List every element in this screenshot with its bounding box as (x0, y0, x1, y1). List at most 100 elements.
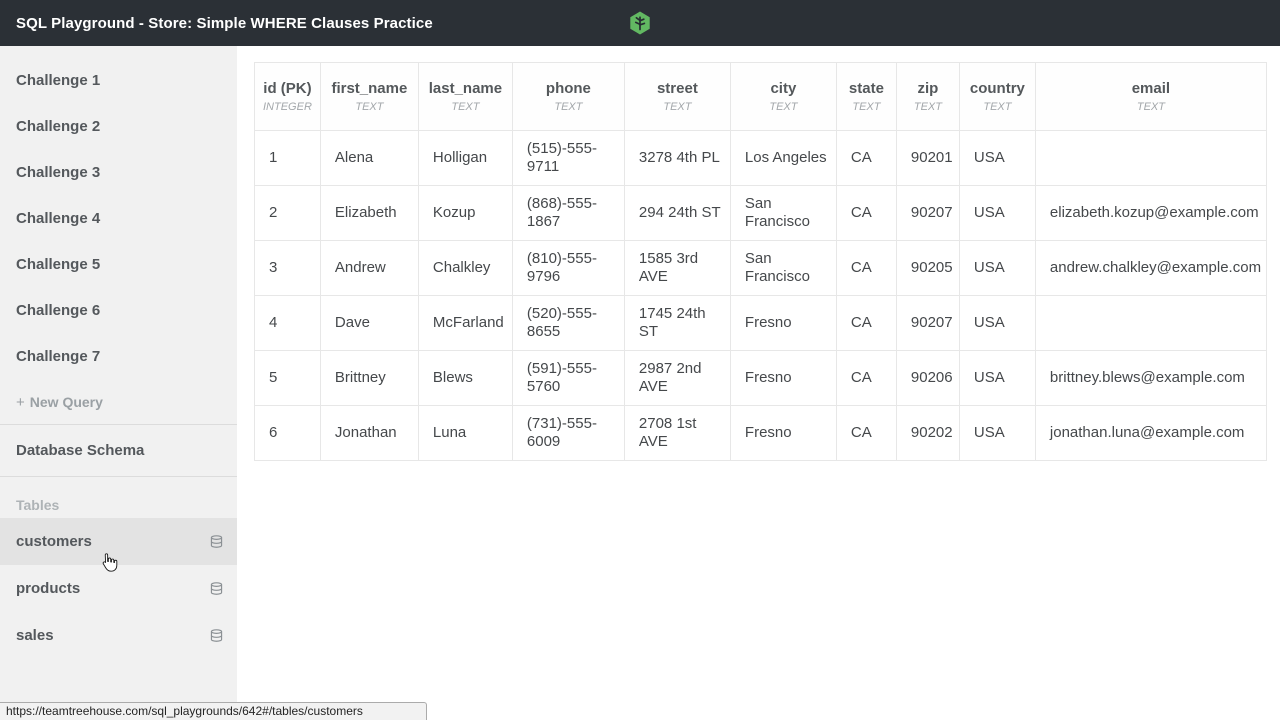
sidebar-item-challenge-4[interactable]: Challenge 4 (16, 210, 101, 227)
sidebar-item-table-customers[interactable]: customers (0, 518, 237, 565)
column-type: TEXT (663, 101, 692, 114)
table-cell: andrew.chalkley@example.com (1034, 240, 1267, 296)
table-cell: 5 (254, 350, 321, 406)
table-cell: USA (958, 405, 1036, 461)
table-cell: USA (958, 185, 1036, 241)
column-header-street: street TEXT (623, 62, 731, 131)
table-header-row: id (PK) INTEGER first_name TEXT last_name TEX… (254, 62, 1267, 131)
table-cell: 2 (254, 185, 321, 241)
table-cell: McFarland (417, 295, 513, 351)
status-bar-url: https://teamtreehouse.com/sql_playground… (0, 702, 427, 720)
database-schema-heading: Database Schema (16, 442, 145, 459)
column-name: id (PK) (263, 79, 312, 97)
sidebar-item-table-products[interactable]: products (0, 565, 237, 612)
table-cell: Fresno (729, 350, 837, 406)
column-name: phone (545, 79, 591, 97)
column-name: last_name (428, 79, 503, 97)
table-cell: 90205 (895, 240, 960, 296)
sidebar-item-challenge-1[interactable]: Challenge 1 (16, 72, 101, 89)
table-cell: CA (835, 405, 897, 461)
sidebar: Challenge 1 Challenge 2 Challenge 3 Challen… (0, 46, 237, 720)
table-row: 5 Brittney Blews (591)-555-5760 2987 2nd AVE… (254, 350, 1267, 406)
table-row: 3 Andrew Chalkley (810)-555-9796 1585 3rd AV… (254, 240, 1267, 296)
table-row: 6 Jonathan Luna (731)-555-6009 2708 1st AVE F… (254, 405, 1267, 461)
column-name: state (848, 79, 884, 97)
sidebar-item-challenge-2[interactable]: Challenge 2 (16, 118, 101, 135)
new-query-button[interactable]: + New Query (0, 380, 237, 424)
table-cell (1034, 295, 1267, 351)
column-header-phone: phone TEXT (511, 62, 625, 131)
table-cell: USA (958, 130, 1036, 186)
column-type: TEXT (451, 101, 480, 114)
treehouse-logo-icon (629, 11, 651, 35)
table-cell: San Francisco (729, 240, 837, 296)
table-cell: 1 (254, 130, 321, 186)
table-cell: Los Angeles (729, 130, 837, 186)
table-cell: Alena (319, 130, 419, 186)
table-cell: Jonathan (319, 405, 419, 461)
table-cell: CA (835, 185, 897, 241)
table-cell: CA (835, 295, 897, 351)
table-cell: Holligan (417, 130, 513, 186)
table-cell: 2708 1st AVE (623, 405, 731, 461)
main-content: id (PK) INTEGER first_name TEXT last_name TEX… (237, 46, 1280, 720)
column-type: TEXT (769, 101, 798, 114)
sidebar-item-challenge-3[interactable]: Challenge 3 (16, 164, 101, 181)
table-cell: USA (958, 240, 1036, 296)
tables-list: customers products sales (0, 518, 237, 659)
column-type: TEXT (355, 101, 384, 114)
column-name: street (656, 79, 698, 97)
table-name-label: customers (16, 533, 92, 550)
table-cell: CA (835, 240, 897, 296)
table-cell: USA (958, 295, 1036, 351)
challenge-list: Challenge 1 Challenge 2 Challenge 3 Challen… (0, 58, 237, 380)
sidebar-item-table-sales[interactable]: sales (0, 612, 237, 659)
column-header-state: state TEXT (835, 62, 897, 131)
table-cell: San Francisco (729, 185, 837, 241)
table-name-label: sales (16, 627, 54, 644)
column-type: TEXT (852, 101, 881, 114)
table-cell: 4 (254, 295, 321, 351)
table-cell: Kozup (417, 185, 513, 241)
tables-section-label: Tables (16, 497, 60, 513)
column-header-email: email TEXT (1034, 62, 1267, 131)
sidebar-divider (0, 424, 237, 425)
table-cell: 3278 4th PL (623, 130, 731, 186)
table-cell: CA (835, 350, 897, 406)
table-row: 2 Elizabeth Kozup (868)-555-1867 294 24th ST… (254, 185, 1267, 241)
results-table: id (PK) INTEGER first_name TEXT last_name TEX… (254, 62, 1267, 461)
table-cell: 1745 24th ST (623, 295, 731, 351)
column-name: city (770, 79, 797, 97)
table-cell: (868)-555-1867 (511, 185, 625, 241)
column-type: TEXT (554, 101, 583, 114)
sidebar-divider (0, 476, 237, 477)
column-name: country (969, 79, 1025, 97)
sidebar-item-challenge-6[interactable]: Challenge 6 (16, 302, 101, 319)
table-cell: CA (835, 130, 897, 186)
table-cell: 90207 (895, 295, 960, 351)
table-cell: (520)-555-8655 (511, 295, 625, 351)
table-cell: (591)-555-5760 (511, 350, 625, 406)
table-cell: (515)-555-9711 (511, 130, 625, 186)
table-name-label: products (16, 580, 81, 597)
table-cell: (810)-555-9796 (511, 240, 625, 296)
column-name: first_name (331, 79, 408, 97)
table-cell: 3 (254, 240, 321, 296)
table-cell: jonathan.luna@example.com (1034, 405, 1267, 461)
table-row: 4 Dave McFarland (520)-555-8655 1745 24th ST… (254, 295, 1267, 351)
table-cell: Fresno (729, 405, 837, 461)
table-cell: 294 24th ST (623, 185, 731, 241)
table-cell: 2987 2nd AVE (623, 350, 731, 406)
column-name: zip (917, 79, 939, 97)
table-cell: elizabeth.kozup@example.com (1034, 185, 1267, 241)
column-type: TEXT (913, 101, 942, 114)
column-header-first-name: first_name TEXT (319, 62, 419, 131)
database-icon (209, 581, 224, 596)
column-type: TEXT (983, 101, 1012, 114)
table-row: 1 Alena Holligan (515)-555-9711 3278 4th PL L… (254, 130, 1267, 186)
sidebar-item-challenge-7[interactable]: Challenge 7 (16, 348, 101, 365)
column-type: INTEGER (263, 101, 312, 114)
column-name: email (1131, 79, 1171, 97)
sidebar-item-challenge-5[interactable]: Challenge 5 (16, 256, 101, 273)
new-query-label: New Query (29, 394, 103, 410)
